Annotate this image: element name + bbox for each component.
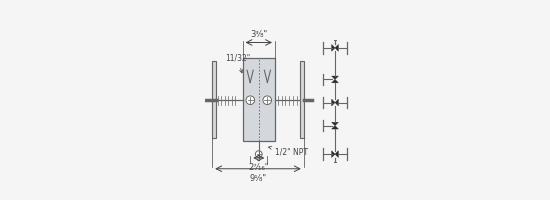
- Bar: [243, 58, 275, 141]
- Polygon shape: [335, 44, 338, 51]
- Circle shape: [255, 151, 262, 158]
- Polygon shape: [332, 122, 338, 126]
- Polygon shape: [332, 79, 338, 83]
- Polygon shape: [335, 151, 338, 158]
- Polygon shape: [332, 151, 335, 158]
- Text: 9¹⁄₈": 9¹⁄₈": [250, 174, 267, 183]
- Bar: [212, 61, 216, 138]
- Text: 1/2" NPT: 1/2" NPT: [268, 146, 308, 156]
- Circle shape: [246, 96, 255, 105]
- Polygon shape: [332, 126, 338, 129]
- Text: 3³⁄₈": 3³⁄₈": [250, 30, 267, 39]
- Polygon shape: [335, 99, 338, 106]
- Polygon shape: [332, 44, 335, 51]
- Polygon shape: [332, 76, 338, 79]
- Bar: [300, 61, 304, 138]
- Text: 11/32": 11/32": [225, 54, 250, 73]
- Text: 2⁷⁄₁₆": 2⁷⁄₁₆": [249, 163, 269, 172]
- Polygon shape: [332, 99, 335, 106]
- Circle shape: [263, 96, 272, 105]
